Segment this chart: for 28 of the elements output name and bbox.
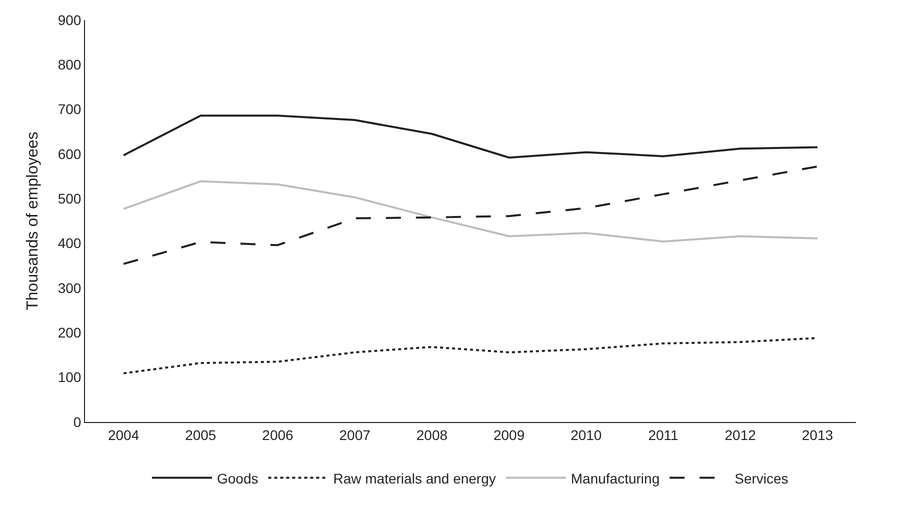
x-tick-label: 2004: [108, 426, 140, 443]
y-tick-label: 0: [73, 414, 82, 430]
legend-label: Services: [734, 470, 788, 486]
x-tick-label: 2007: [339, 426, 371, 443]
x-tick-label: 2009: [493, 426, 525, 443]
legend-label: Raw materials and energy: [333, 470, 496, 486]
y-tick-label: 100: [58, 369, 82, 386]
y-tick-label: 300: [58, 280, 82, 296]
x-tick-label: 2010: [570, 426, 602, 443]
legend-label: Manufacturing: [570, 470, 660, 486]
x-tick-label: 2005: [185, 426, 216, 443]
x-tick-label: 2006: [262, 426, 294, 443]
legend-label: Goods: [217, 470, 258, 486]
x-tick-label: 2011: [648, 426, 679, 443]
line-series: [122, 180, 818, 243]
x-tick-label: 2008: [416, 426, 448, 443]
y-tick-label: 200: [58, 324, 82, 341]
line-series: [122, 114, 818, 159]
y-tick-label: 400: [58, 235, 82, 252]
y-tick-label: 700: [58, 101, 82, 118]
line-series: [122, 166, 818, 265]
y-tick-label: 600: [58, 146, 82, 162]
y-tick-label: 500: [58, 190, 82, 207]
y-tick-label: 800: [58, 56, 82, 73]
y-axis-title: Thousands of employees: [24, 132, 42, 310]
x-tick-label: 2013: [802, 426, 834, 443]
x-tick-label: 2012: [724, 426, 756, 443]
y-tick-label: 900: [58, 12, 82, 28]
